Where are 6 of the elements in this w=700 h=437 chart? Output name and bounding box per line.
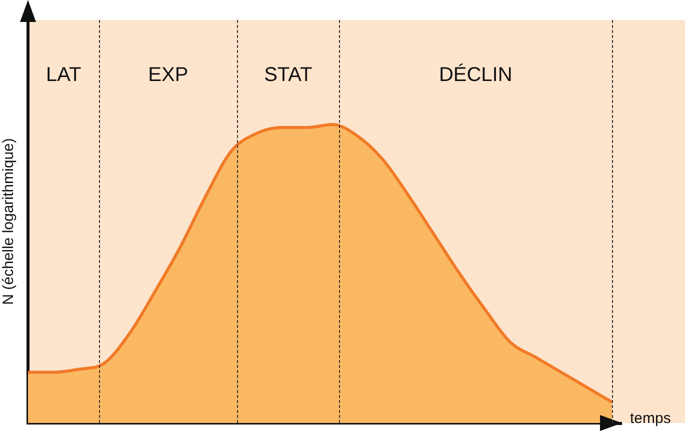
- text: DÉCLIN: [438, 64, 512, 87]
- y-axis-title: N (échelle logarithmique): [0, 138, 18, 305]
- text: LAT: [46, 64, 82, 87]
- text: STAT: [264, 64, 312, 87]
- text: EXP: [148, 64, 188, 87]
- x-axis-title: temps: [630, 410, 671, 427]
